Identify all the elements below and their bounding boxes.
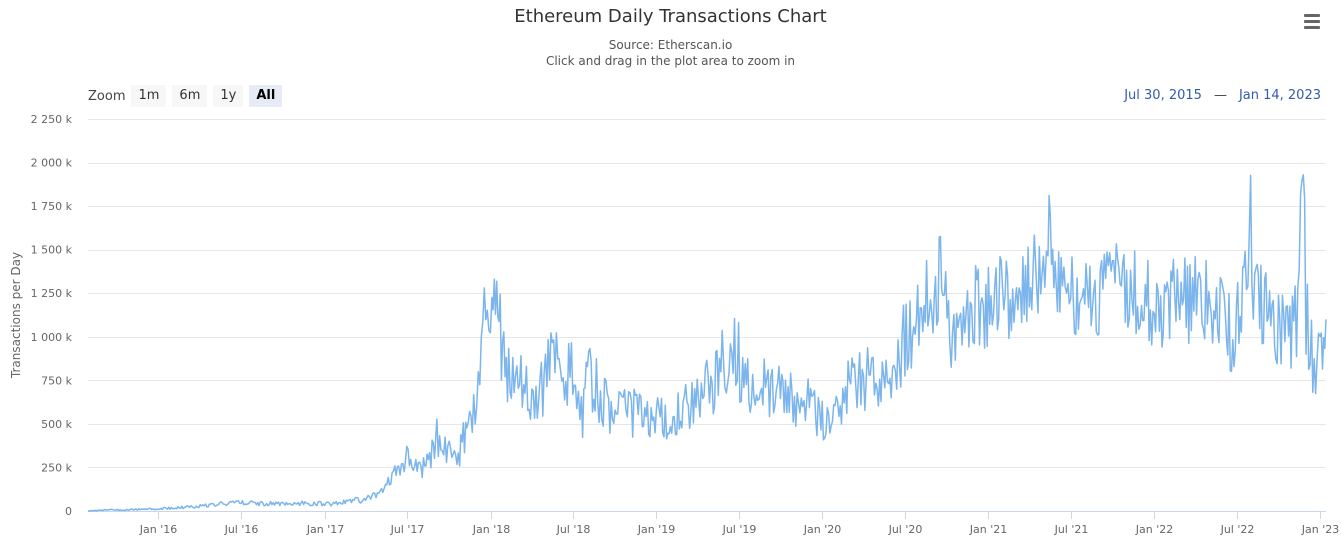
date-range: Jul 30, 2015 — Jan 14, 2023 — [1124, 88, 1321, 103]
x-tick-label: Jan '23 — [1301, 523, 1339, 536]
chart-subtitle-hint: Click and drag in the plot area to zoom … — [545, 54, 796, 68]
series-line — [87, 174, 1327, 512]
x-tick-label: Jul '21 — [1054, 523, 1089, 536]
x-tick-label: Jul '18 — [556, 523, 591, 536]
x-tick-label: Jan '22 — [1135, 523, 1173, 536]
y-tick-label: 2 250 k — [31, 113, 73, 126]
zoom-all-button[interactable]: All — [249, 85, 283, 107]
x-tick-label: Jul '22 — [1220, 523, 1255, 536]
x-tick-label: Jul '20 — [888, 523, 923, 536]
y-tick-label: 500 k — [41, 418, 72, 431]
x-tick-label: Jan '21 — [969, 523, 1007, 536]
x-tick-label: Jan '16 — [139, 523, 177, 536]
grid-lines — [88, 119, 1326, 468]
x-tick-label: Jan '17 — [306, 523, 344, 536]
zoom-label: Zoom — [88, 88, 126, 104]
chart-subtitle-source: Source: Etherscan.io — [608, 38, 733, 52]
x-tick-label: Jul '16 — [224, 523, 259, 536]
y-tick-label: 1 000 k — [31, 331, 73, 344]
x-tick-label: Jan '18 — [472, 523, 510, 536]
x-tick-label: Jan '20 — [803, 523, 841, 536]
zoom-1m-button[interactable]: 1m — [131, 85, 167, 107]
y-tick-label: 250 k — [41, 461, 72, 474]
zoom-1y-button[interactable]: 1y — [213, 85, 244, 107]
range-selector: Zoom 1m 6m 1y All — [88, 85, 288, 107]
x-tick-label: Jul '19 — [722, 523, 757, 536]
date-range-from[interactable]: Jul 30, 2015 — [1124, 88, 1202, 103]
y-tick-label: 2 000 k — [31, 157, 73, 170]
y-tick-label: 1 750 k — [31, 200, 73, 213]
y-tick-label: 0 — [65, 505, 72, 518]
chart-title: Ethereum Daily Transactions Chart — [514, 6, 827, 27]
y-tick-label: 1 250 k — [31, 287, 73, 300]
y-axis-ticks: 0 250 k 500 k 750 k 1 000 k 1 250 k 1 500 k 1 7… — [31, 113, 73, 518]
y-tick-label: 750 k — [41, 374, 72, 387]
x-axis-ticks: Jan '16 Jul '16 Jan '17 Jul '17 Jan '18 Jul '… — [139, 511, 1339, 536]
zoom-6m-button[interactable]: 6m — [172, 85, 208, 107]
y-tick-label: 1 500 k — [31, 244, 73, 257]
date-range-separator: — — [1213, 88, 1227, 103]
hamburger-menu-icon[interactable] — [1300, 10, 1324, 32]
date-range-to[interactable]: Jan 14, 2023 — [1238, 88, 1321, 103]
series-group — [87, 174, 1327, 512]
x-tick-label: Jul '17 — [390, 523, 425, 536]
y-axis-title: Transactions per Day — [9, 252, 23, 379]
x-tick-label: Jan '19 — [637, 523, 675, 536]
